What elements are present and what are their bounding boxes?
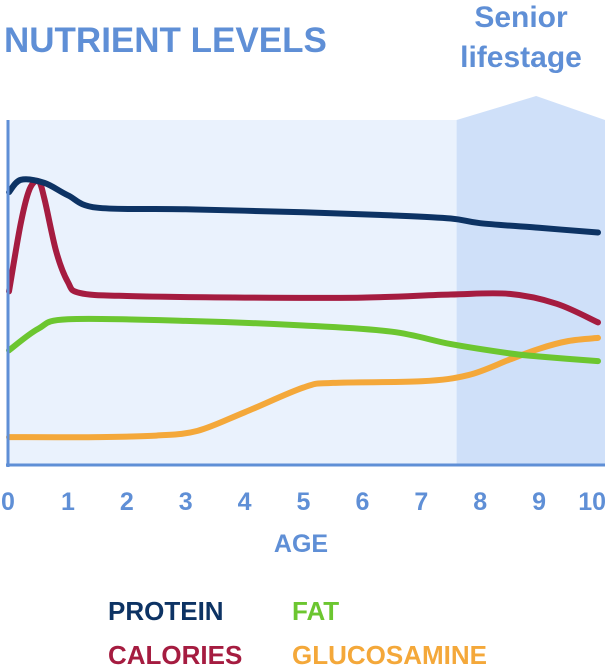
x-tick-label: 8 <box>473 488 487 516</box>
x-tick-label: 1 <box>61 488 75 516</box>
x-tick-labels: 0 1 2 3 4 5 6 7 8 9 10 <box>1 488 606 516</box>
series-layer <box>6 176 601 441</box>
x-tick-label: 0 <box>1 488 15 516</box>
legend-calories: CALORIES <box>108 640 242 668</box>
series-line-glucosamine <box>6 334 601 441</box>
chart-title: NUTRIENT LEVELS <box>4 21 327 60</box>
series-line-protein <box>6 176 601 236</box>
x-tick-label: 4 <box>238 488 252 516</box>
x-tick-label: 2 <box>120 488 134 516</box>
series-line-calories <box>6 177 601 326</box>
series-line-fat <box>6 315 601 365</box>
x-tick-label: 3 <box>179 488 193 516</box>
legend-fat: FAT <box>292 596 339 626</box>
x-axis-label: AGE <box>274 530 328 558</box>
legend-protein: PROTEIN <box>108 596 224 626</box>
x-tick-label: 9 <box>532 488 546 516</box>
senior-label-line-2: lifestage <box>460 41 582 74</box>
x-tick-label: 10 <box>578 488 606 516</box>
senior-label-line-1: Senior <box>474 1 568 34</box>
x-tick-label: 7 <box>414 488 428 516</box>
x-tick-label: 6 <box>355 488 369 516</box>
senior-lifestage-region <box>456 96 605 465</box>
legend-glucosamine: GLUCOSAMINE <box>292 640 487 668</box>
x-tick-label: 5 <box>297 488 311 516</box>
